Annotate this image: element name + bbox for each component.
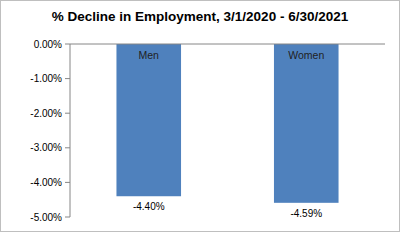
y-tick bbox=[65, 182, 70, 183]
x-axis bbox=[70, 44, 385, 45]
chart: % Decline in Employment, 3/1/2020 - 6/30… bbox=[0, 0, 400, 232]
bar bbox=[116, 44, 181, 196]
title: % Decline in Employment, 3/1/2020 - 6/30… bbox=[52, 9, 349, 24]
y-tick bbox=[65, 147, 70, 148]
y-tick-label: -5.00% bbox=[30, 212, 62, 223]
y-tick-label: -1.00% bbox=[30, 73, 62, 84]
category-label: Women bbox=[288, 49, 324, 61]
chart-frame bbox=[1, 1, 400, 232]
bar bbox=[274, 44, 339, 203]
category-label: Men bbox=[139, 49, 160, 61]
data-label: -4.40% bbox=[133, 201, 165, 212]
y-tick-label: -3.00% bbox=[30, 142, 62, 153]
y-tick-label: -2.00% bbox=[30, 108, 62, 119]
data-label: -4.59% bbox=[290, 208, 322, 219]
y-tick-label: 0.00% bbox=[34, 39, 62, 50]
y-tick bbox=[65, 113, 70, 114]
y-tick bbox=[65, 78, 70, 79]
y-tick bbox=[65, 217, 70, 218]
y-tick bbox=[65, 44, 70, 45]
y-axis bbox=[70, 44, 71, 217]
y-tick-label: -4.00% bbox=[30, 177, 62, 188]
bars bbox=[116, 44, 338, 203]
